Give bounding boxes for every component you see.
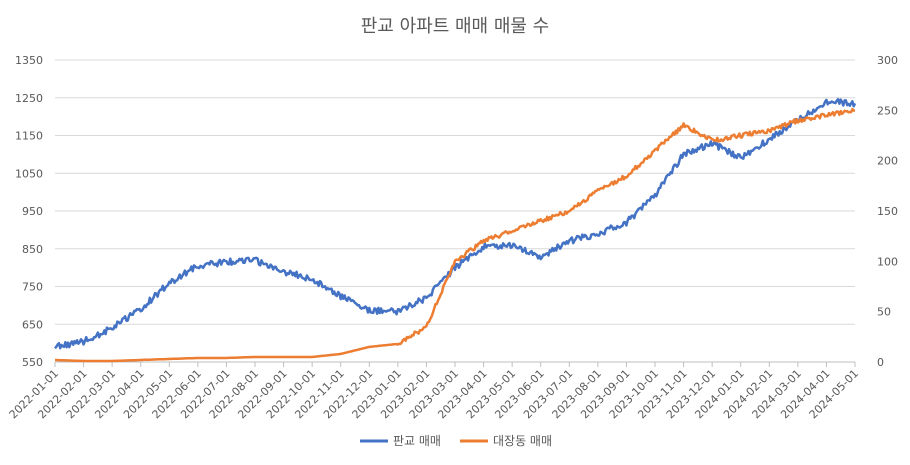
series-lines — [54, 97, 857, 363]
left-y-axis: 550 650 750 850 950 1050 1150 1250 1350 — [15, 54, 43, 369]
series-line-2 — [55, 107, 856, 363]
chart-title: 판교 아파트 매매 매물 수 — [361, 16, 550, 37]
left-y-tick-label: 1150 — [15, 130, 43, 143]
x-axis: 2022-01-012022-02-012022-03-012022-04-01… — [7, 362, 861, 421]
left-y-tick-label: 750 — [22, 281, 43, 294]
right-y-tick-label: 0 — [877, 356, 884, 369]
right-y-tick-label: 150 — [877, 205, 898, 218]
series-line-1 — [54, 97, 857, 350]
right-y-axis: 0 50 100 150 200 250 300 — [877, 54, 898, 369]
left-y-tick-label: 550 — [22, 356, 43, 369]
legend: 판교 매매 대장동 매매 — [360, 434, 552, 448]
left-y-tick-label: 1250 — [15, 92, 43, 105]
legend-label: 판교 매매 — [393, 434, 441, 448]
left-y-tick-label: 1350 — [15, 54, 43, 67]
left-y-tick-label: 650 — [22, 318, 43, 331]
left-y-tick-label: 1050 — [15, 167, 43, 180]
left-y-tick-label: 850 — [22, 243, 43, 256]
right-y-tick-label: 250 — [877, 104, 898, 117]
left-y-tick-label: 950 — [22, 205, 43, 218]
right-y-tick-label: 50 — [877, 306, 891, 319]
grid-lines — [55, 59, 855, 363]
right-y-tick-label: 200 — [877, 155, 898, 168]
legend-label: 대장동 매매 — [493, 434, 552, 448]
right-y-tick-label: 300 — [877, 54, 898, 67]
right-y-tick-label: 100 — [877, 255, 898, 268]
